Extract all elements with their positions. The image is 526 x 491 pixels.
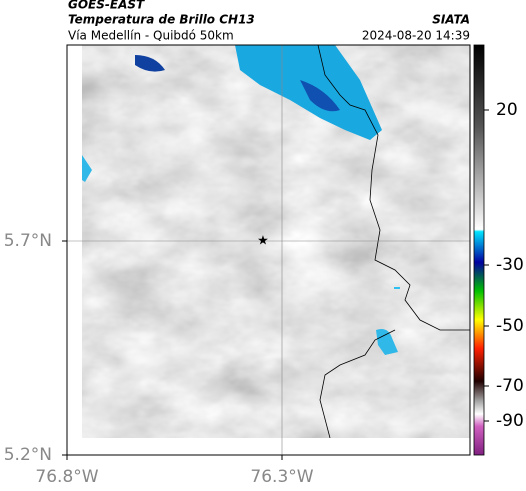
lat-axis: 5.7°N 5.2°N	[4, 231, 67, 465]
lat-label: 5.7°N	[4, 231, 52, 251]
lat-label: 5.2°N	[4, 445, 52, 465]
colorbar-label: -50	[496, 316, 524, 336]
colorbar-label: -70	[496, 376, 524, 396]
location: Vía Medellín - Quibdó 50km	[68, 29, 234, 43]
lon-axis: 76.8°W 76.3°W	[35, 455, 314, 487]
subtitle: Temperatura de Brillo CH13	[68, 13, 255, 27]
map-frame	[66, 44, 471, 456]
title: GOES-EAST	[68, 0, 145, 12]
colorbar-label: 20	[496, 100, 518, 120]
satellite-image	[82, 45, 470, 438]
timestamp: 2024-08-20 14:39	[362, 29, 470, 43]
colorbar-label: -90	[496, 411, 524, 431]
source: SIATA	[432, 13, 470, 27]
site-marker: ★	[257, 234, 269, 249]
lon-label: 76.8°W	[35, 467, 98, 487]
lon-label: 76.3°W	[250, 467, 313, 487]
colorbar-label: -30	[496, 255, 524, 275]
colorbar	[473, 44, 485, 456]
colorbar-ticks: 20 -30 -50 -70 -90	[484, 100, 524, 431]
